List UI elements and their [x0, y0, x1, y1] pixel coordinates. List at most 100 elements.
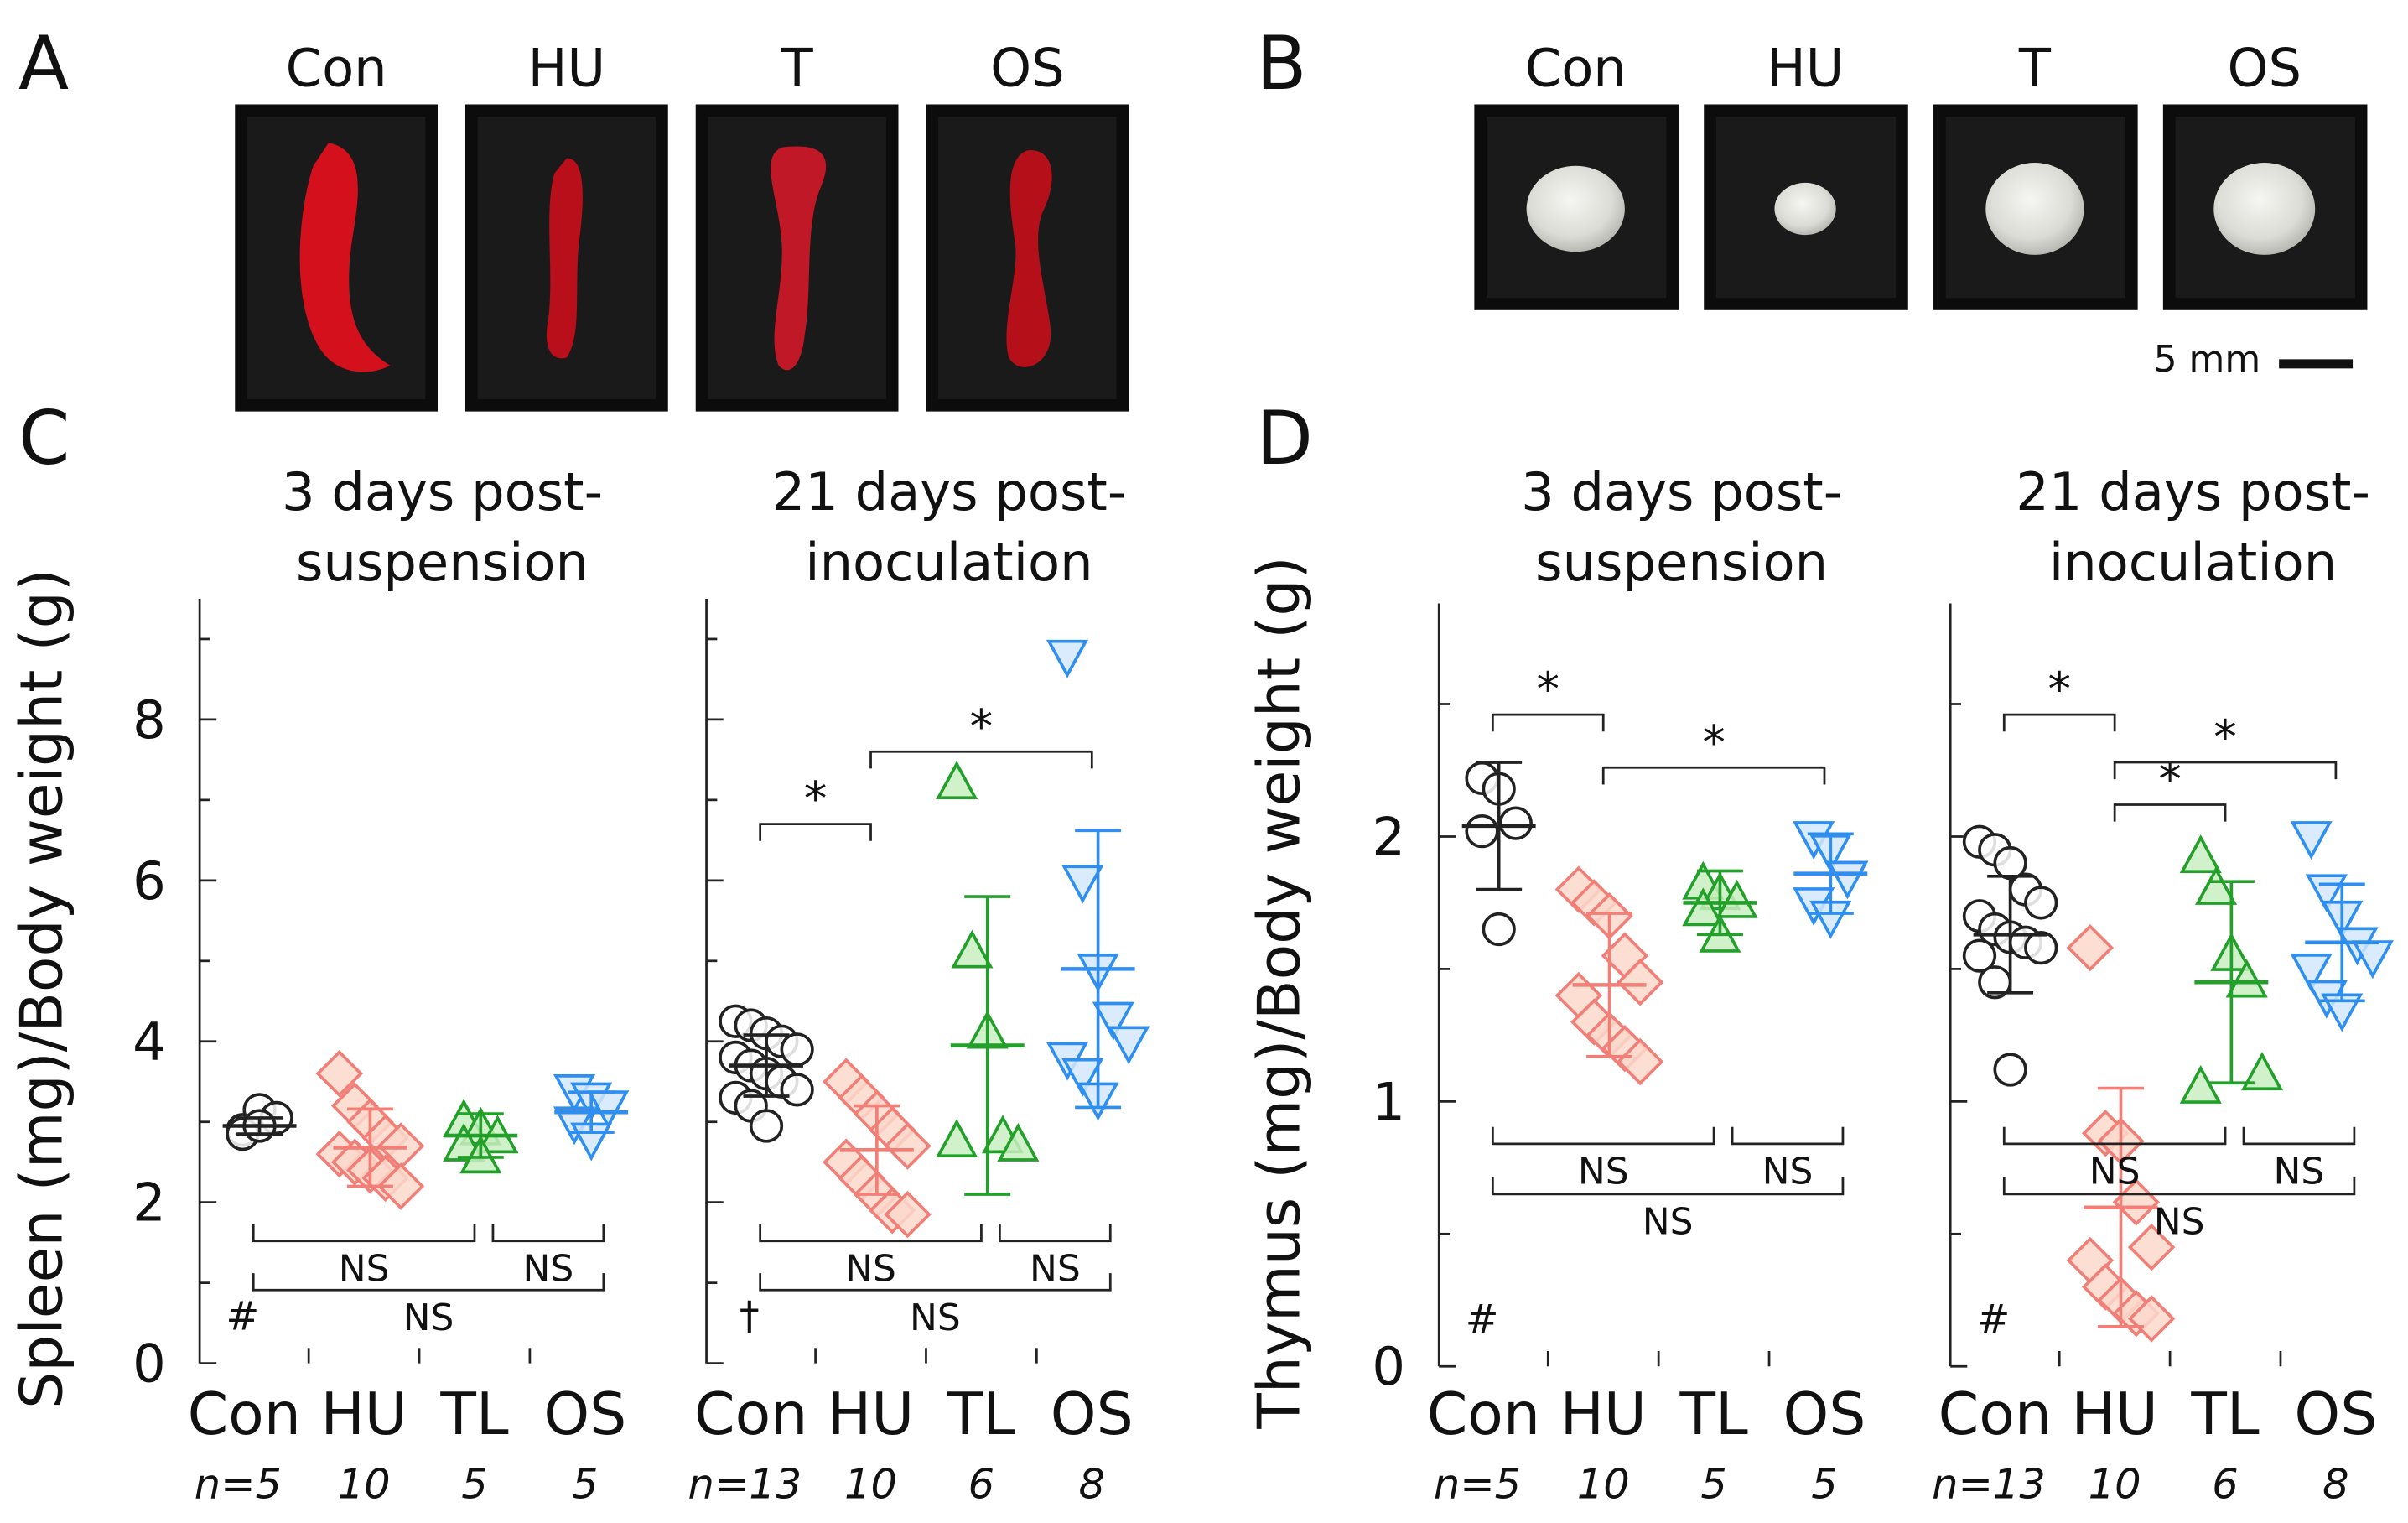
y-tick-label: 8 [132, 689, 166, 751]
bracket [869, 750, 1093, 769]
data-point [2024, 886, 2058, 920]
chart-title: 21 days post- [772, 461, 1127, 522]
data-point [1616, 958, 1664, 1006]
scale-bar-label: 5 mm [2154, 338, 2261, 381]
x-tick-label: TL [1679, 1380, 1748, 1448]
y-tick-label: 2 [1372, 806, 1405, 867]
bracket-label: NS [910, 1297, 961, 1339]
photo-label: OS [990, 38, 1065, 99]
n-label: 10 [338, 1460, 391, 1509]
symbol: # [1977, 1297, 2011, 1343]
n-label: 6 [968, 1460, 994, 1509]
thymus [1774, 182, 1836, 236]
bracket [759, 1273, 1112, 1292]
bracket [2113, 803, 2227, 822]
data-point [997, 1122, 1040, 1162]
bracket-label: * [804, 772, 827, 826]
bracket [2113, 761, 2338, 780]
bracket-label: * [1702, 715, 1725, 769]
bracket-label: * [2158, 753, 2181, 807]
x-tick-label: OS [1783, 1380, 1866, 1448]
data-point [1962, 938, 1997, 973]
bracket-label: NS [1643, 1201, 1694, 1244]
chart-title: inoculation [2049, 532, 2337, 593]
x-tick-label: Con [188, 1380, 301, 1448]
y-tick-label: 1 [1372, 1071, 1405, 1132]
panel-letter: B [1256, 20, 1306, 107]
x-tick-label: Con [1427, 1380, 1540, 1448]
x-tick-label: TL [947, 1380, 1016, 1448]
bracket [1491, 1126, 1715, 1146]
n-label: 5 [572, 1460, 598, 1509]
data-point [1498, 806, 1533, 840]
bracket-label: NS [403, 1297, 454, 1339]
data-point [315, 1049, 364, 1098]
thymus [1526, 165, 1625, 252]
bracket [2002, 713, 2116, 732]
data-point [1482, 912, 1516, 947]
chart-title: 3 days post- [282, 461, 603, 522]
data-point [1993, 1053, 2027, 1087]
photo-label: HU [528, 38, 605, 99]
bracket [252, 1273, 605, 1292]
symbol: # [226, 1293, 259, 1339]
y-axis-label: Spleen (mg)/Body weight (g) [8, 569, 75, 1409]
data-point [1826, 860, 1869, 900]
n-label: n=5 [1434, 1460, 1521, 1509]
bracket-label: NS [2089, 1151, 2141, 1193]
photo-label: HU [1767, 38, 1844, 99]
data-point [1061, 865, 1104, 904]
chart-title: 21 days post- [2016, 461, 2370, 522]
panel-letter: D [1256, 395, 1313, 481]
y-tick-label: 2 [132, 1172, 166, 1234]
bracket-label: NS [1578, 1151, 1629, 1193]
bracket [252, 1224, 476, 1243]
data-point [2240, 1052, 2284, 1091]
bracket-label: * [2213, 710, 2236, 764]
data-point [1465, 813, 1499, 849]
x-tick-label: HU [1560, 1380, 1647, 1448]
thymus [1985, 163, 2084, 255]
spleen [1006, 150, 1052, 367]
bracket [1491, 713, 1605, 732]
data-point [884, 1122, 932, 1170]
x-tick-label: OS [1051, 1380, 1134, 1448]
bracket-label: * [970, 699, 993, 753]
n-label: 10 [2089, 1460, 2141, 1509]
data-point [2194, 866, 2238, 905]
data-point [1715, 879, 1758, 918]
bracket [2002, 1126, 2227, 1146]
panel-letter: A [18, 20, 69, 107]
spleen [299, 143, 391, 372]
data-point [936, 761, 978, 799]
n-label: 5 [1811, 1460, 1837, 1509]
chart-title: suspension [1535, 532, 1828, 593]
data-point [2179, 834, 2222, 874]
bracket [759, 823, 872, 841]
data-point [2179, 1064, 2222, 1104]
data-point [749, 1109, 784, 1143]
bracket [1601, 766, 1826, 785]
y-tick-label: 0 [132, 1333, 166, 1395]
bracket [1491, 1177, 1845, 1196]
bracket-label: NS [339, 1247, 390, 1290]
n-label: n=5 [195, 1460, 282, 1509]
bracket-label: NS [2274, 1151, 2325, 1193]
data-point [1061, 1058, 1104, 1097]
x-tick-label: OS [2294, 1380, 2377, 1448]
data-point [1092, 1001, 1134, 1041]
bracket [1731, 1126, 1845, 1146]
x-tick-label: Con [694, 1380, 807, 1448]
data-point [884, 1190, 932, 1239]
bracket-label: * [2047, 663, 2070, 716]
x-tick-label: HU [320, 1380, 407, 1448]
n-label: 8 [1079, 1460, 1105, 1509]
thymus [2213, 163, 2316, 255]
data-point [2066, 923, 2115, 972]
data-point [2290, 954, 2333, 993]
spleen [771, 146, 827, 371]
x-tick-label: HU [828, 1380, 914, 1448]
symbol: † [740, 1293, 760, 1339]
